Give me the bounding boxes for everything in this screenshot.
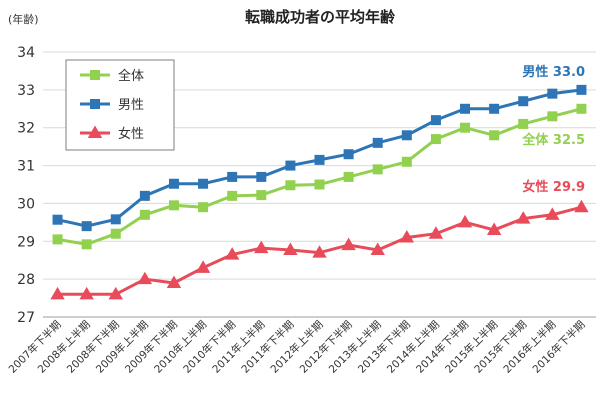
data-point-all bbox=[547, 111, 558, 122]
data-point-all bbox=[518, 118, 529, 129]
series-male bbox=[52, 84, 587, 232]
legend-label: 男性 bbox=[118, 98, 144, 113]
data-point-male bbox=[460, 103, 471, 114]
data-point-male bbox=[198, 178, 209, 189]
data-point-female bbox=[50, 286, 65, 300]
data-point-male bbox=[81, 221, 92, 232]
data-point-female bbox=[283, 242, 298, 256]
data-point-male bbox=[52, 214, 63, 225]
data-point-all bbox=[256, 190, 267, 201]
legend-marker bbox=[90, 99, 100, 109]
data-point-male bbox=[547, 88, 558, 99]
data-point-all bbox=[460, 122, 471, 133]
legend-label: 全体 bbox=[118, 68, 144, 84]
data-point-female bbox=[341, 237, 356, 251]
end-labels: 全体 32.5 男性 33.0 女性 29.9 bbox=[521, 64, 585, 195]
data-point-male bbox=[285, 160, 296, 171]
end-label-male: 男性 33.0 bbox=[522, 64, 585, 80]
data-point-female bbox=[516, 211, 531, 224]
legend-item-female: 女性 bbox=[80, 125, 144, 142]
data-point-all bbox=[489, 130, 500, 141]
data-point-female bbox=[545, 207, 560, 220]
y-axis-ticks: 27 28 29 30 31 32 33 34 bbox=[17, 45, 35, 326]
data-point-female bbox=[224, 247, 240, 260]
data-point-all bbox=[401, 156, 412, 167]
data-point-female bbox=[574, 199, 589, 213]
data-point-all bbox=[285, 180, 296, 191]
data-point-female bbox=[486, 222, 502, 235]
data-point-male bbox=[314, 154, 325, 165]
data-point-all bbox=[139, 209, 150, 220]
series-layer bbox=[50, 84, 589, 300]
data-point-all bbox=[81, 239, 92, 250]
data-point-male bbox=[227, 171, 238, 182]
y-tick-label: 30 bbox=[17, 196, 35, 212]
data-point-male bbox=[343, 149, 354, 160]
data-point-male bbox=[518, 96, 529, 107]
data-point-all bbox=[52, 234, 63, 245]
legend-marker bbox=[90, 70, 100, 80]
data-point-female bbox=[166, 275, 182, 288]
data-point-female bbox=[254, 240, 269, 254]
data-point-all bbox=[110, 228, 121, 239]
y-tick-label: 34 bbox=[17, 45, 35, 61]
data-point-male bbox=[168, 178, 179, 189]
data-point-all bbox=[343, 171, 354, 182]
chart-title: 転職成功者の平均年齢 bbox=[245, 8, 396, 26]
data-point-female bbox=[137, 271, 153, 285]
series-female bbox=[50, 199, 589, 300]
data-point-male bbox=[372, 137, 383, 148]
data-point-female bbox=[312, 245, 327, 258]
y-tick-label: 31 bbox=[17, 159, 35, 175]
legend-marker bbox=[87, 125, 103, 139]
data-point-male bbox=[576, 84, 587, 95]
y-axis-unit-label: (年齢) bbox=[8, 12, 39, 26]
end-label-female: 女性 29.9 bbox=[522, 179, 585, 195]
data-point-all bbox=[314, 179, 325, 190]
x-axis-ticks: 2007年下半期2008年上半期2008年下半期2009年上半期2009年下半期… bbox=[6, 318, 588, 376]
data-point-male bbox=[110, 214, 121, 225]
data-point-female bbox=[457, 214, 473, 228]
data-point-all bbox=[168, 200, 179, 211]
y-tick-label: 33 bbox=[17, 83, 35, 99]
end-label-all: 全体 32.5 bbox=[521, 132, 585, 148]
data-point-female bbox=[79, 286, 94, 300]
data-point-female bbox=[399, 230, 415, 243]
data-point-all bbox=[372, 164, 383, 175]
data-point-male bbox=[430, 115, 441, 126]
y-tick-label: 32 bbox=[17, 121, 35, 137]
data-point-all bbox=[430, 134, 441, 145]
legend-label: 女性 bbox=[118, 126, 144, 142]
data-point-all bbox=[227, 190, 238, 201]
data-point-female bbox=[428, 226, 444, 239]
y-tick-label: 28 bbox=[17, 272, 35, 288]
data-point-male bbox=[256, 171, 267, 182]
series-all bbox=[52, 103, 587, 250]
data-point-male bbox=[489, 103, 500, 114]
data-point-female bbox=[195, 260, 211, 273]
legend-item-all: 全体 bbox=[80, 68, 144, 84]
data-point-male bbox=[401, 130, 412, 141]
data-point-female bbox=[108, 286, 123, 300]
data-point-female bbox=[370, 242, 385, 256]
y-tick-label: 29 bbox=[17, 234, 35, 250]
y-tick-label: 27 bbox=[17, 310, 35, 326]
legend-item-male: 男性 bbox=[80, 98, 144, 113]
data-point-all bbox=[198, 202, 209, 213]
data-point-all bbox=[576, 103, 587, 114]
data-point-male bbox=[139, 190, 150, 201]
